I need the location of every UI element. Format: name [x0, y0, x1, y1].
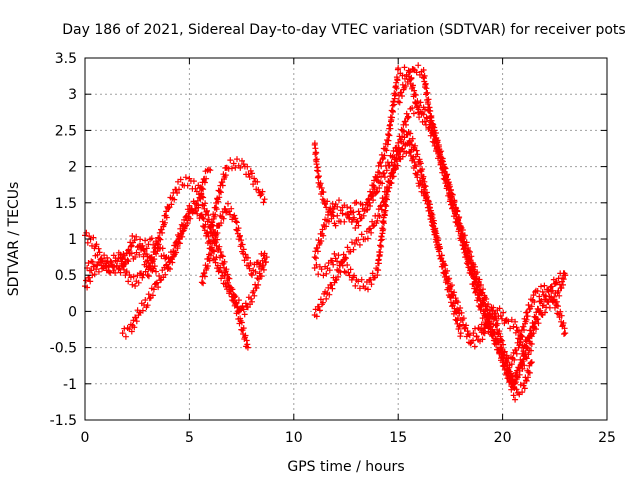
data-markers	[311, 99, 494, 318]
y-tick-label: 3.5	[55, 51, 77, 67]
y-tick-label: 0.5	[55, 268, 77, 284]
data-markers	[311, 129, 464, 340]
y-axis-label: SDTVAR / TECUs	[6, 182, 22, 297]
data-markers	[395, 62, 535, 403]
series-arc-8	[198, 200, 268, 287]
data-markers	[499, 282, 569, 369]
grid-layer	[85, 58, 607, 420]
x-tick-label: 15	[389, 430, 407, 446]
chart-title: Day 186 of 2021, Sidereal Day-to-day VTE…	[62, 22, 625, 38]
series-arc-12	[311, 129, 464, 340]
x-tick-label: 0	[81, 430, 90, 446]
tick-layer	[84, 57, 608, 421]
x-tick-label: 25	[598, 430, 616, 446]
series-arc-16	[503, 270, 569, 387]
data-markers	[503, 270, 569, 387]
y-tick-label: 3	[68, 87, 77, 103]
series-layer	[82, 62, 569, 403]
label-layer: 0 5 10 15 20 25 -1.5 -1 -0.5 0 0.5 1 1.5 2 2.5 3 3.5	[50, 51, 616, 446]
series-arc-7	[207, 156, 268, 236]
data-markers	[165, 200, 270, 318]
y-tick-label: -1	[63, 377, 77, 393]
x-axis-label: GPS time / hours	[287, 459, 404, 475]
data-markers	[207, 156, 268, 236]
y-tick-label: 1	[68, 232, 77, 248]
x-tick-label: 5	[185, 430, 194, 446]
y-tick-label: 1.5	[55, 196, 77, 212]
y-tick-label: 0	[68, 304, 77, 320]
y-tick-label: 2	[68, 160, 77, 176]
data-markers	[198, 200, 268, 287]
series-arc-9	[311, 99, 494, 318]
y-tick-label: -0.5	[50, 341, 77, 357]
y-tick-label: -1.5	[50, 413, 77, 429]
x-tick-label: 10	[285, 430, 303, 446]
series-arc-13	[395, 62, 535, 403]
series-arc-15	[499, 282, 569, 369]
x-tick-label: 20	[494, 430, 512, 446]
series-arc-6	[165, 200, 270, 318]
y-tick-label: 2.5	[55, 123, 77, 139]
